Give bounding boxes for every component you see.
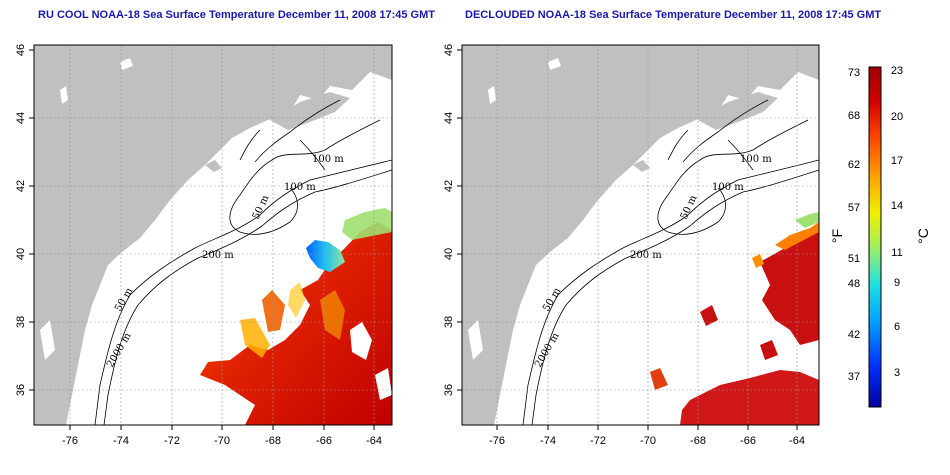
fahrenheit-tick-label: 48	[848, 278, 860, 290]
left-lon-tick-label: -70	[214, 435, 230, 447]
left-sst-streak	[240, 318, 270, 358]
celsius-tick-label: 23	[891, 65, 903, 77]
right-lake	[468, 320, 483, 360]
left-sst-greenish-region	[342, 208, 392, 240]
right-cape-cod	[633, 160, 650, 172]
left-sst-warm-region	[200, 222, 392, 425]
left-bathymetry-contours	[94, 99, 392, 425]
fahrenheit-tick-label: 73	[848, 67, 860, 79]
right-lake	[548, 58, 561, 70]
celsius-tick-label: 3	[894, 367, 900, 379]
celsius-unit-label: °C	[915, 228, 931, 244]
left-contour-label: 100 m	[312, 154, 344, 165]
celsius-tick-label: 11	[891, 247, 902, 259]
right-contour-label: 100 m	[740, 154, 772, 165]
right-plot-frame	[461, 44, 820, 426]
left-sst-streak	[320, 290, 345, 340]
left-plot-frame	[33, 44, 393, 426]
fahrenheit-tick-label: 37	[848, 371, 860, 383]
left-y-axis: 36 38 40 42 44 46	[15, 44, 34, 396]
left-cloud-patch	[350, 322, 372, 360]
left-lake	[120, 58, 133, 70]
left-sst-streak	[288, 282, 305, 318]
left-lon-tick-label: -72	[164, 435, 180, 447]
left-x-axis: -76 -74 -72 -70 -68 -66 -64	[62, 425, 382, 447]
left-sst-cool-region	[306, 240, 345, 272]
celsius-tick-label: 14	[891, 200, 903, 212]
left-lon-tick-label: -76	[62, 435, 78, 447]
celsius-tick-label: 17	[891, 155, 903, 167]
left-lon-tick-label: -74	[113, 435, 129, 447]
right-lon-tick-label: -68	[690, 435, 706, 447]
right-sst-warm-region	[760, 232, 819, 345]
right-lon-tick-label: -72	[590, 435, 606, 447]
right-lat-tick-label: 36	[443, 384, 455, 396]
right-sst-warm-region	[700, 305, 718, 326]
right-land-mass	[462, 45, 819, 425]
right-lake	[488, 86, 496, 104]
right-lat-tick-label: 46	[443, 44, 455, 56]
right-sst-warm-region	[760, 340, 778, 360]
left-cape-cod	[205, 160, 222, 172]
left-lon-tick-label: -66	[316, 435, 332, 447]
fahrenheit-tick-label: 42	[848, 329, 860, 341]
left-lake	[40, 320, 55, 360]
right-lat-tick-label: 44	[443, 112, 455, 124]
left-map-panel: 100 m 100 m 50 m 200 m 50 m 2000 m -76 -…	[15, 44, 393, 447]
left-lat-tick-label: 36	[15, 384, 27, 396]
left-lon-tick-label: -64	[366, 435, 382, 447]
right-contour-label: 200 m	[630, 250, 662, 261]
left-sst-streak	[262, 290, 285, 332]
left-nova-scotia	[270, 92, 350, 130]
right-x-axis: -76 -74 -72 -70 -68 -66 -64	[489, 425, 805, 447]
fahrenheit-tick-label: 68	[848, 110, 860, 122]
right-sst-greenish-region	[795, 212, 819, 228]
right-lon-tick-label: -74	[540, 435, 556, 447]
right-lat-tick-label: 42	[443, 180, 455, 192]
left-lat-tick-label: 44	[15, 112, 27, 124]
fahrenheit-unit-label: °F	[829, 229, 845, 243]
right-lat-tick-label: 40	[443, 248, 455, 260]
right-sst-warm-region	[775, 222, 819, 250]
right-nova-scotia	[698, 92, 778, 130]
right-panel-title: DECLOUDED NOAA-18 Sea Surface Temperatur…	[465, 9, 882, 21]
celsius-tick-label: 20	[891, 111, 903, 123]
right-sst-warm-region	[650, 368, 668, 390]
fahrenheit-tick-label: 57	[848, 202, 860, 214]
right-lon-tick-label: -76	[489, 435, 505, 447]
right-sst-orange-spot	[752, 254, 764, 268]
left-contour-label: 200 m	[202, 250, 234, 261]
right-lon-tick-label: -70	[640, 435, 656, 447]
left-lat-tick-label: 42	[15, 180, 27, 192]
temperature-colorbar: 73 68 62 57 51 48 42 37 23 20 17 14 11 9…	[829, 65, 931, 408]
left-grid	[34, 45, 392, 425]
right-contour-label: 100 m	[712, 182, 744, 193]
left-lake	[60, 86, 68, 104]
left-land-mass	[34, 45, 392, 425]
left-contour-label: 100 m	[284, 182, 316, 193]
celsius-tick-label: 9	[894, 277, 900, 289]
colorbar-gradient	[868, 66, 882, 408]
right-sst-warm-region	[680, 370, 819, 425]
celsius-tick-label: 6	[894, 321, 900, 333]
fahrenheit-tick-label: 51	[848, 253, 860, 265]
left-lat-tick-label: 46	[15, 44, 27, 56]
right-map-panel: 100 m 100 m 50 m 200 m 50 m 2000 m -76 -…	[443, 44, 820, 447]
right-lon-tick-label: -64	[789, 435, 805, 447]
right-grid	[462, 45, 819, 425]
right-lat-tick-label: 38	[443, 316, 455, 328]
left-lat-tick-label: 38	[15, 316, 27, 328]
left-lon-tick-label: -68	[265, 435, 281, 447]
left-panel-title: RU COOL NOAA-18 Sea Surface Temperature …	[38, 9, 435, 21]
fahrenheit-tick-label: 62	[848, 159, 860, 171]
right-y-axis: 36 38 40 42 44 46	[443, 44, 462, 396]
left-cloud-patch	[375, 368, 392, 400]
left-lat-tick-label: 40	[15, 248, 27, 260]
right-lon-tick-label: -66	[740, 435, 756, 447]
